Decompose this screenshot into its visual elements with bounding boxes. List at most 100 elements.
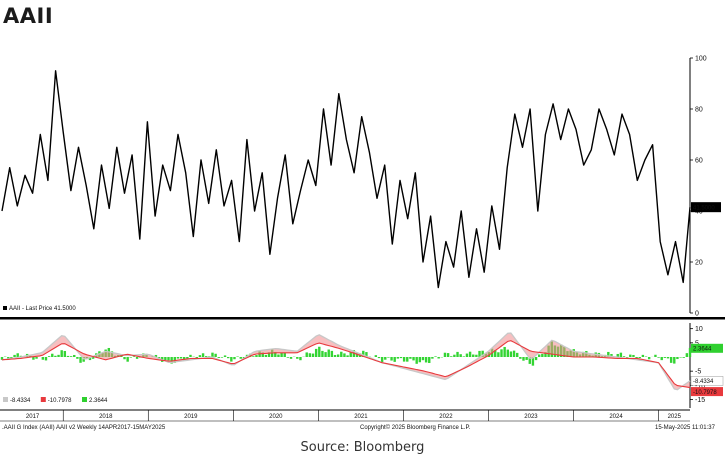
histogram-bar xyxy=(63,350,67,357)
histogram-bar xyxy=(299,357,302,361)
histogram-bar xyxy=(69,356,73,357)
histogram-bar xyxy=(349,352,352,357)
histogram-bar xyxy=(167,357,170,361)
legend-swatch-red xyxy=(40,397,46,402)
histogram-bar xyxy=(660,357,663,361)
histogram-bar xyxy=(412,357,415,361)
histogram-bar xyxy=(286,357,290,358)
histogram-bar xyxy=(233,357,236,360)
last-price-label: 41.5000 xyxy=(693,206,715,212)
histogram-bar xyxy=(387,357,390,358)
footer-left-note: .AAII G Index (AAII) AAII v2 Weekly 14AP… xyxy=(2,425,166,431)
histogram-bar xyxy=(509,351,513,357)
histogram-bar xyxy=(459,354,462,357)
histogram-bar xyxy=(205,356,208,357)
histogram-bar xyxy=(415,357,418,364)
red-series-line xyxy=(1,340,691,389)
histogram-bar xyxy=(346,355,349,357)
last-price-box xyxy=(691,202,721,213)
year-axis: 2017 2018 2019 2020 2021 2022 2023 2024 2025 xyxy=(0,409,690,422)
bottom-y-tick-label: -5 xyxy=(695,369,701,376)
top-y-tick-label: 80 xyxy=(695,107,703,114)
histogram-bar xyxy=(497,352,500,357)
histogram-bar xyxy=(283,353,286,357)
top-legend: AAII - Last Price 41.5000 xyxy=(3,306,76,312)
histogram-bar xyxy=(44,357,48,361)
histogram-bar xyxy=(384,357,387,360)
value-label: -8.4334 xyxy=(693,379,714,385)
histogram-bar xyxy=(176,357,180,359)
year-label-2023: 2023 xyxy=(524,414,538,420)
histogram-bar xyxy=(522,357,525,361)
histogram-bar xyxy=(500,349,503,357)
histogram-bar xyxy=(321,350,324,357)
histogram-bar xyxy=(434,356,437,357)
histogram-bar xyxy=(622,356,626,357)
histogram-bar xyxy=(340,351,343,357)
value-label: -10.7978 xyxy=(693,390,717,396)
aaii-series-line xyxy=(1,70,691,289)
histogram-bar xyxy=(16,353,19,357)
histogram-bar xyxy=(629,354,632,357)
year-label-2019: 2019 xyxy=(184,414,198,420)
histogram-bar xyxy=(173,357,176,363)
histogram-bar xyxy=(277,354,280,357)
histogram-bar xyxy=(135,357,139,359)
histogram-bar xyxy=(91,357,95,359)
year-label-2017: 2017 xyxy=(26,414,40,420)
page-title: AAII xyxy=(3,4,54,28)
top-y-tick-label: 20 xyxy=(695,260,703,267)
year-label-2020: 2020 xyxy=(269,414,283,420)
histogram-bar xyxy=(625,357,629,358)
histogram-bar xyxy=(663,357,667,358)
bottom-y-tick-label: -10 xyxy=(695,383,705,390)
histogram-bar xyxy=(41,357,45,360)
histogram-bar xyxy=(170,357,173,364)
histogram-bar xyxy=(267,352,271,357)
histogram-bar xyxy=(478,350,481,357)
histogram-bar xyxy=(73,354,76,357)
histogram-bar xyxy=(186,357,189,359)
histogram-bar xyxy=(201,353,205,357)
histogram-bar xyxy=(685,353,689,357)
histogram-bar xyxy=(324,352,327,357)
year-label-2022: 2022 xyxy=(439,414,453,420)
histogram-bar xyxy=(380,357,384,363)
histogram-bar xyxy=(421,357,425,361)
panel-separator xyxy=(0,317,725,320)
histogram-bar xyxy=(607,351,610,357)
histogram-bar xyxy=(126,357,129,362)
histogram-bar xyxy=(676,357,679,360)
legend-swatch-green xyxy=(82,397,87,402)
histogram-bar xyxy=(669,357,673,363)
footer-right-note: 15-May-2025 11:01:37 xyxy=(655,425,716,431)
histogram-bar xyxy=(406,357,409,362)
histogram-bar xyxy=(198,355,202,357)
histogram-bar xyxy=(57,354,60,357)
histogram-bar xyxy=(264,354,268,357)
histogram-bar xyxy=(76,357,79,359)
histogram-bar xyxy=(365,352,368,357)
histogram-bar xyxy=(164,357,167,361)
histogram-bar xyxy=(610,354,613,357)
histogram-bar xyxy=(506,349,509,357)
histogram-bar xyxy=(654,354,657,357)
histogram-bar xyxy=(255,355,258,357)
histogram-bar xyxy=(632,354,635,357)
histogram-bar xyxy=(673,357,676,364)
histogram-bar xyxy=(13,354,16,357)
histogram-bar xyxy=(453,354,456,357)
top-y-tick-label: 0 xyxy=(695,311,699,318)
histogram-bar xyxy=(481,350,484,357)
histogram-bar xyxy=(424,357,428,363)
histogram-bar xyxy=(534,357,538,361)
histogram-bar xyxy=(88,357,92,361)
histogram-bar xyxy=(402,357,406,362)
histogram-bar xyxy=(516,352,519,357)
year-label-2025: 2025 xyxy=(668,414,682,420)
histogram-bar xyxy=(223,355,227,357)
histogram-bar xyxy=(355,352,359,357)
source-note: Source: Bloomberg xyxy=(300,440,425,455)
histogram-bar xyxy=(446,353,450,357)
